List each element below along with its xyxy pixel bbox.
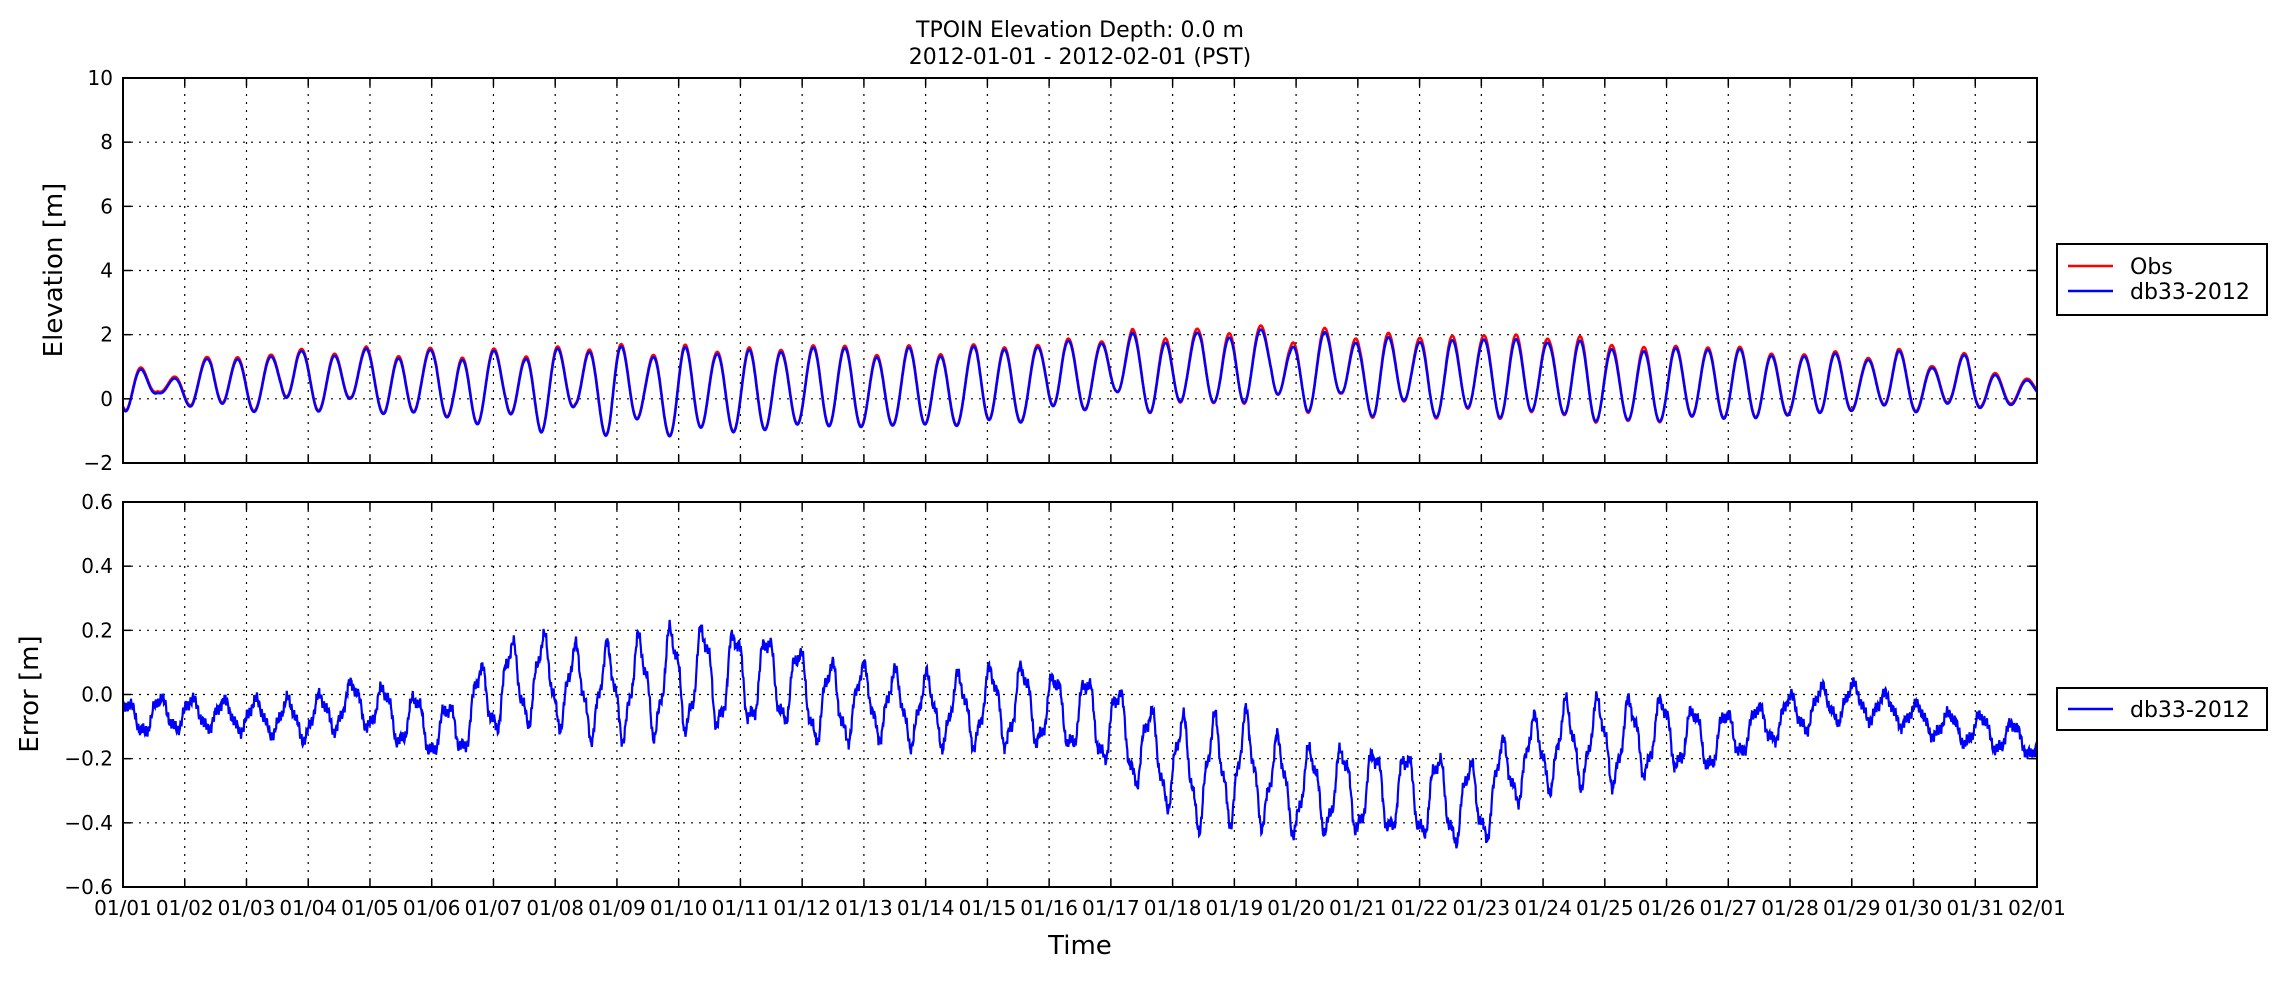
elevation-ytick-label: 0 (100, 387, 113, 411)
error-xtick-label: 01/28 (1761, 896, 1819, 920)
error-ytick-label: −0.2 (64, 747, 113, 771)
error-xtick-label: 01/13 (835, 896, 893, 920)
error-xtick-label: 01/30 (1885, 896, 1943, 920)
error-ytick-label: 0.4 (81, 554, 113, 578)
error-xtick-label: 01/18 (1144, 896, 1202, 920)
elevation-y-axis-label: Elevation [m] (39, 183, 69, 358)
error-ytick-label: 0.0 (81, 683, 113, 707)
error-ytick-label: −0.4 (64, 811, 113, 835)
elevation-series-lines (121, 324, 2039, 438)
chart-title-line2: 2012-01-01 - 2012-02-01 (PST) (909, 45, 1251, 70)
error-xtick-label: 01/03 (218, 896, 276, 920)
chart-title-line1: TPOIN Elevation Depth: 0.0 m (915, 18, 1244, 43)
error-xtick-label: 01/07 (465, 896, 523, 920)
x-axis-label: Time (1047, 931, 1112, 961)
error-xtick-label: 01/24 (1514, 896, 1572, 920)
legend-error-model-label: db33-2012 (2130, 698, 2250, 723)
error-xtick-label: 01/27 (1699, 896, 1757, 920)
error-xtick-label: 01/14 (897, 896, 955, 920)
error-xtick-label: 01/01 (94, 896, 152, 920)
error-xtick-label: 01/06 (403, 896, 461, 920)
error-xtick-label: 01/05 (341, 896, 399, 920)
error-xtick-label: 01/09 (588, 896, 646, 920)
error-xtick-label: 01/31 (1946, 896, 2004, 920)
elevation-grid (123, 78, 2037, 463)
error-panel: 0.60.40.20.0−0.2−0.4−0.601/01 01/02 01/03 0… (15, 490, 2066, 961)
series-error-db33-2012-line (121, 619, 2038, 849)
error-xtick-label: 01/25 (1576, 896, 1634, 920)
error-xtick-label: 01/15 (959, 896, 1017, 920)
elevation-ytick-label: 2 (100, 323, 113, 347)
error-xtick-label: 01/16 (1020, 896, 1078, 920)
error-xtick-label: 01/12 (773, 896, 831, 920)
elevation-ytick-label: 4 (100, 259, 113, 283)
elevation-panel: 10 8 6 4 2 0 −2 Elevation [m] (39, 66, 2039, 475)
error-xtick-label: 01/19 (1206, 896, 1264, 920)
error-xtick-label: 01/22 (1391, 896, 1449, 920)
elevation-ticks: 10 8 6 4 2 0 −2 (84, 66, 2038, 475)
elevation-legend: Obs db33-2012 (2056, 243, 2268, 316)
series-db33-2012-line (121, 328, 2039, 438)
error-xtick-label: 01/08 (526, 896, 584, 920)
error-xtick-label: 01/21 (1329, 896, 1387, 920)
error-series-lines (121, 619, 2038, 849)
error-xtick-label: 01/10 (650, 896, 708, 920)
error-ticks: 0.60.40.20.0−0.2−0.4−0.601/01 01/02 01/03 0… (64, 490, 2065, 920)
error-xtick-label: 01/23 (1453, 896, 1511, 920)
error-xtick-label: 01/04 (279, 896, 337, 920)
error-xtick-label: 01/26 (1638, 896, 1696, 920)
error-ytick-label: 0.6 (81, 490, 113, 514)
error-xtick-label: 01/20 (1267, 896, 1325, 920)
legend-obs-label: Obs (2130, 255, 2173, 280)
error-xtick-label: 02/01 (2008, 896, 2066, 920)
elevation-ytick-label: 6 (100, 194, 113, 218)
elevation-ytick-label: −2 (84, 451, 113, 475)
elevation-ytick-label: 10 (88, 66, 113, 90)
legend-model-label: db33-2012 (2130, 280, 2250, 305)
error-xtick-label: 01/02 (156, 896, 214, 920)
elevation-ytick-label: 8 (100, 130, 113, 154)
error-ytick-label: −0.6 (64, 875, 113, 899)
error-xtick-label: 01/29 (1823, 896, 1881, 920)
error-y-axis-label: Error [m] (15, 635, 45, 752)
error-ytick-label: 0.2 (81, 618, 113, 642)
error-xtick-label: 01/11 (712, 896, 770, 920)
elevation-legend-box (2056, 243, 2268, 316)
error-xtick-label: 01/17 (1082, 896, 1140, 920)
error-legend: db33-2012 (2056, 687, 2268, 731)
